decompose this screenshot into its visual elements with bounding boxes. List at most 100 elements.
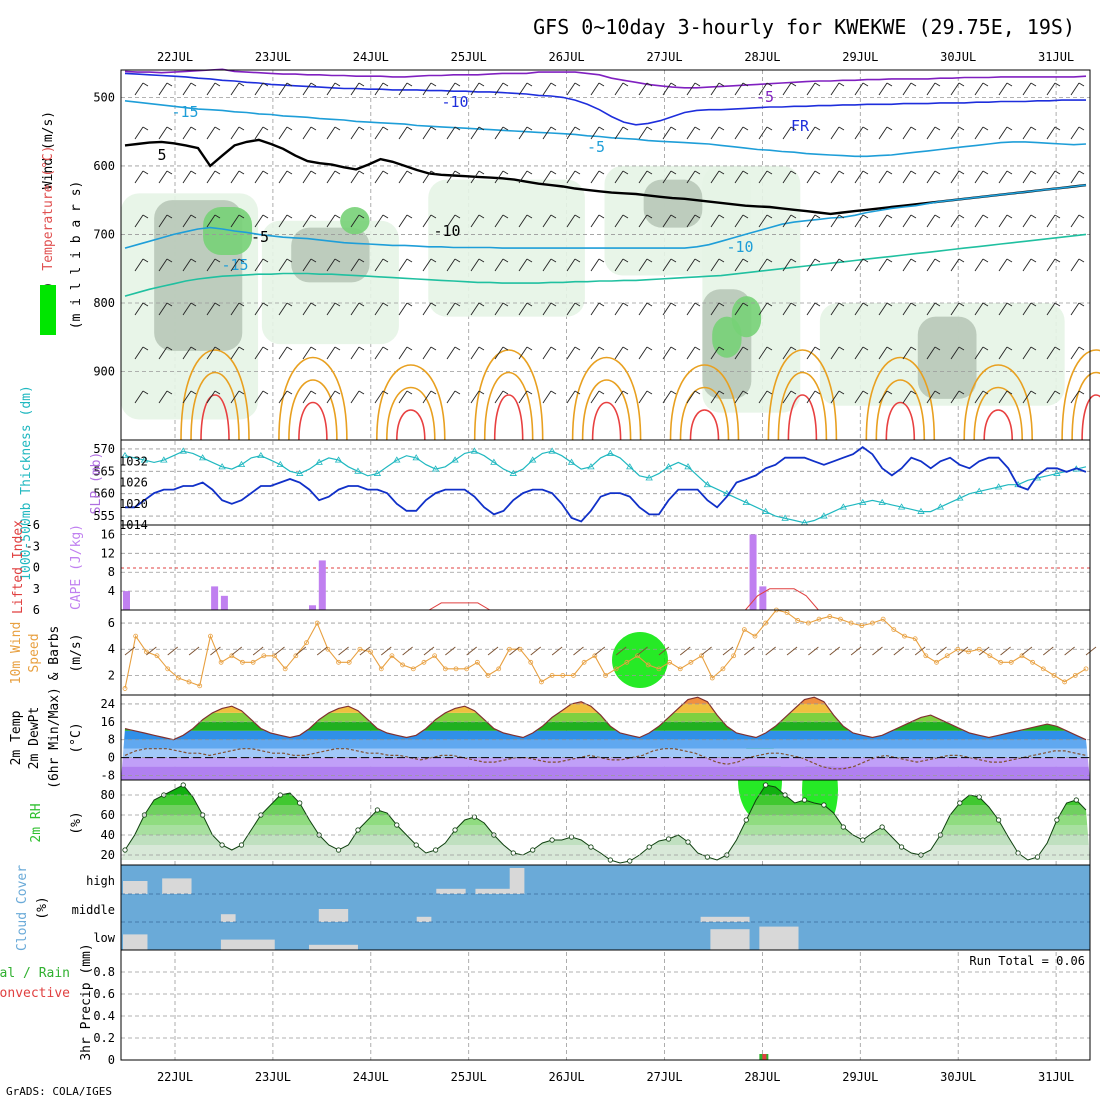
dewpt-line xyxy=(124,748,1087,770)
wind-barb xyxy=(950,390,960,404)
surface-barb xyxy=(146,646,157,656)
wind-barb xyxy=(878,214,888,228)
wind-barb xyxy=(950,302,960,316)
wind-barb-flag xyxy=(166,302,173,307)
cloud-block xyxy=(162,878,192,894)
wind-barb-flag xyxy=(766,302,773,307)
li-tick: -3 xyxy=(26,539,40,553)
wind-barb-flag xyxy=(526,170,533,175)
wind-speed-marker xyxy=(966,649,971,655)
surface-barb xyxy=(786,646,798,656)
wind-barb-flag xyxy=(526,214,533,219)
wind-barb xyxy=(902,82,912,96)
wind-barb xyxy=(566,82,576,96)
thickness-marker xyxy=(179,447,187,454)
wind-speed-marker xyxy=(645,662,651,668)
wind-speed-marker xyxy=(912,636,918,642)
wind-speed-marker xyxy=(506,646,512,652)
wind-barb-flag xyxy=(598,258,605,263)
wind-barb-flag xyxy=(166,82,173,87)
wind-barb-flag xyxy=(766,346,773,351)
wind-barb-flag xyxy=(430,258,437,263)
wind-barb-flag xyxy=(478,258,485,263)
wind-barb xyxy=(566,214,576,228)
wind-speed-marker xyxy=(218,659,224,665)
slp-line xyxy=(125,445,1087,523)
thickness-marker xyxy=(509,469,517,476)
wind-speed-marker xyxy=(667,659,672,665)
wind-barb-flag xyxy=(790,214,797,219)
surface-barb xyxy=(274,646,285,656)
wind-barb-flag xyxy=(406,126,413,131)
wind-barb-flag xyxy=(1054,390,1061,395)
wind-barb xyxy=(278,126,288,140)
wind-barb-flag xyxy=(838,214,845,219)
wind-barb-flag xyxy=(982,82,989,87)
surface-barb xyxy=(1021,646,1033,656)
surface-barb xyxy=(252,646,264,656)
thickness-marker xyxy=(820,512,828,519)
wind-barb-flag xyxy=(982,302,989,307)
wind-barb-flag xyxy=(598,346,605,351)
wind-barb xyxy=(590,258,600,272)
wind-barb xyxy=(686,346,696,360)
wind-barb-flag xyxy=(358,82,365,87)
temp-contour-warm xyxy=(571,356,642,441)
wind-barb-flag xyxy=(814,82,821,87)
temp-contour-warm xyxy=(885,401,916,441)
wind-barb-flag xyxy=(502,346,509,351)
wind-barb xyxy=(614,302,624,316)
wind-barb xyxy=(974,170,984,184)
wind-barb-flag xyxy=(1030,258,1037,263)
wind-barb xyxy=(158,214,168,228)
wind-barb xyxy=(1046,258,1056,272)
wind-barb xyxy=(662,170,672,184)
wind-speed-marker xyxy=(325,646,331,652)
wind-barb-flag xyxy=(286,302,293,307)
wind-barb-flag xyxy=(262,346,269,351)
wind-barb-flag xyxy=(766,82,773,87)
wind-barb-flag xyxy=(1054,346,1061,351)
rh2m-marker xyxy=(568,834,575,840)
wind-barb xyxy=(302,346,312,360)
ylabel-wind: Wind (m/s) xyxy=(41,111,56,189)
temp-line xyxy=(124,696,1087,741)
wind-barb xyxy=(998,302,1008,316)
wind-barb-flag xyxy=(934,170,941,175)
wind-barb xyxy=(734,302,744,316)
wind-barb xyxy=(854,126,864,140)
precip-convective-bar xyxy=(762,1054,767,1060)
surface-barb xyxy=(487,646,499,656)
wind-barb xyxy=(302,258,312,272)
wind-barb xyxy=(326,82,336,96)
wind-barb xyxy=(926,390,936,404)
wind-barb-flag xyxy=(550,346,557,351)
wind-speed-marker xyxy=(763,620,769,626)
wind-barb-flag xyxy=(814,346,821,351)
day-label-bottom: 29JUL xyxy=(842,1070,878,1084)
wind-barb-flag xyxy=(670,170,677,175)
rh-legend-swatch xyxy=(40,285,56,335)
wind-barb xyxy=(902,170,912,184)
wind-barb xyxy=(230,258,240,272)
wind-barb xyxy=(974,302,984,316)
wind-barb xyxy=(542,346,552,360)
cloud-row-label: high xyxy=(86,874,115,888)
wind-barb xyxy=(1070,258,1080,272)
ylabel-wind-b: Speed xyxy=(27,633,42,672)
day-label-bottom: 24JUL xyxy=(353,1070,389,1084)
temp-contour-warm xyxy=(787,394,818,441)
wind-barb-flag xyxy=(622,126,629,131)
temp-band xyxy=(121,757,1090,767)
wind-barb xyxy=(998,214,1008,228)
thickness-marker xyxy=(296,469,304,476)
wind-speed-marker xyxy=(378,666,384,672)
wind-barb-flag xyxy=(670,214,677,219)
contour-label: -10 xyxy=(726,238,753,256)
temp-contour-warm xyxy=(396,409,426,441)
cape-bar xyxy=(759,586,767,610)
wind-barb xyxy=(710,82,720,96)
wind-speed-marker xyxy=(1051,672,1057,678)
wind-speed-marker xyxy=(795,618,801,623)
